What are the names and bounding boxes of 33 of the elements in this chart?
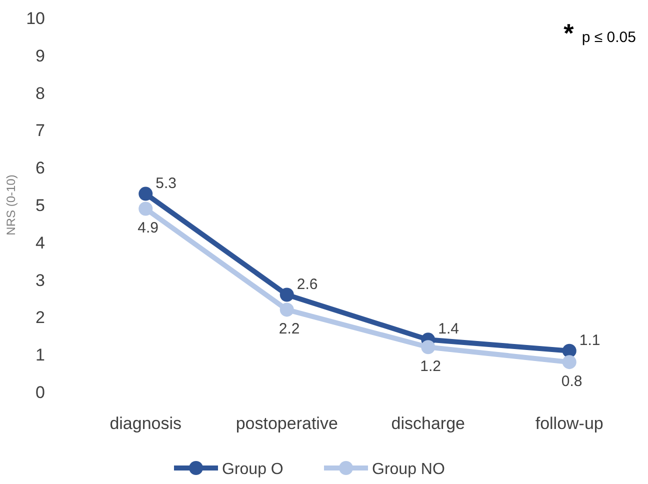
- x-tick-label: follow-up: [535, 414, 604, 433]
- x-tick-label: diagnosis: [110, 414, 182, 433]
- y-tick-label: 3: [36, 270, 45, 290]
- x-tick-label: discharge: [391, 414, 465, 433]
- y-tick-label: 0: [36, 383, 45, 402]
- x-tick-label: postoperative: [236, 414, 338, 433]
- y-tick-label: 9: [36, 46, 45, 66]
- data-label: 0.8: [561, 373, 582, 390]
- point: [562, 355, 576, 370]
- y-tick-label: 6: [36, 158, 45, 178]
- point: [421, 340, 436, 354]
- y-tick-label: 2: [36, 308, 45, 328]
- data-label: 2.6: [296, 276, 318, 293]
- y-tick-label: 8: [36, 84, 45, 103]
- y-tick-label: 10: [26, 9, 45, 28]
- y-tick-label: 7: [36, 121, 45, 140]
- point: [280, 302, 294, 317]
- data-label: 1.4: [438, 320, 459, 338]
- data-label: 4.9: [138, 220, 158, 237]
- annotation: * p ≤ 0.05: [564, 18, 636, 48]
- data-label: 1.1: [579, 332, 600, 349]
- point: [280, 288, 294, 302]
- data-label: 2.2: [278, 320, 300, 338]
- y-tick-label: 4: [36, 233, 45, 252]
- y-tick-label: 5: [36, 196, 45, 215]
- legend-label: Group NO: [372, 461, 445, 478]
- y-axis-title: NRS (0-10): [4, 174, 18, 236]
- point: [138, 202, 153, 216]
- data-label: 5.3: [156, 174, 176, 192]
- y-tick-label: 1: [36, 346, 45, 365]
- point: [138, 186, 153, 201]
- legend-label: Group O: [222, 461, 284, 478]
- data-label: 1.2: [420, 358, 441, 376]
